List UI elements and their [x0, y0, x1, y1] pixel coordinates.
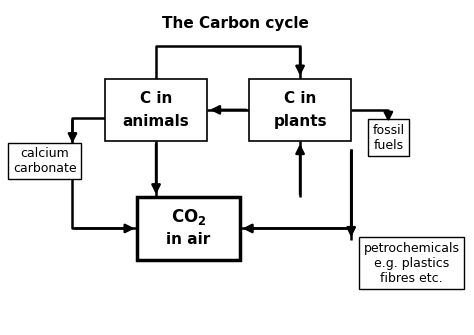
Text: petrochemicals
e.g. plastics
fibres etc.: petrochemicals e.g. plastics fibres etc.	[364, 242, 460, 284]
Text: $\mathbf{CO_2}$: $\mathbf{CO_2}$	[171, 207, 206, 227]
Text: plants: plants	[273, 114, 327, 129]
Bar	[105, 78, 207, 141]
Bar	[249, 78, 351, 141]
Text: The Carbon cycle: The Carbon cycle	[162, 16, 309, 31]
Text: C in: C in	[140, 91, 172, 106]
Bar	[137, 197, 240, 260]
Text: calcium
carbonate: calcium carbonate	[13, 147, 76, 175]
Text: C in: C in	[284, 91, 316, 106]
Text: fossil
fuels: fossil fuels	[372, 124, 404, 152]
Text: in air: in air	[166, 232, 211, 248]
Text: animals: animals	[123, 114, 190, 129]
